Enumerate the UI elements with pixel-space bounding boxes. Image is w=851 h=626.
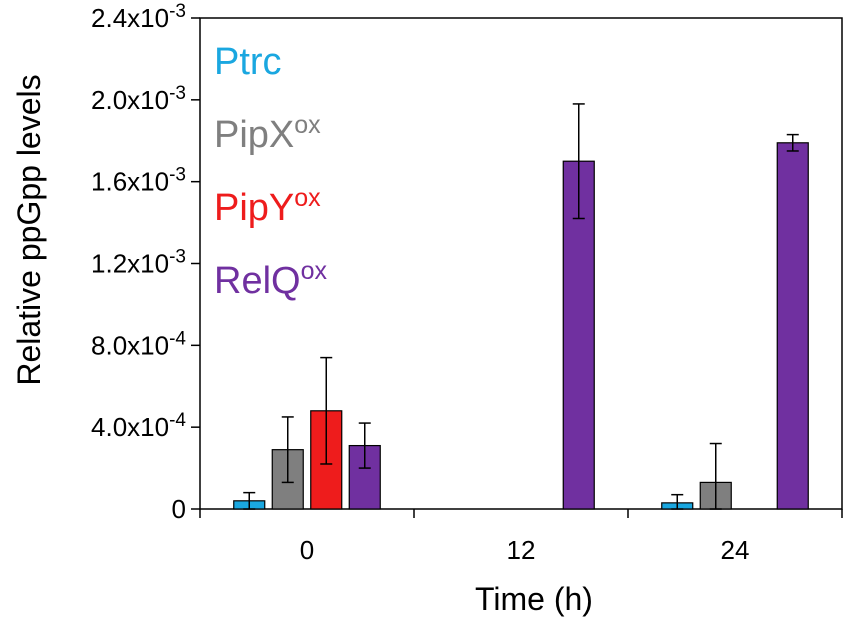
y-tick-exponent: -3 — [169, 1, 186, 22]
y-tick-mantissa: 1.6x10 — [91, 167, 169, 197]
y-tick-label: 2.4x10-3 — [91, 1, 186, 33]
axes: 04.0x10-48.0x10-41.2x10-31.6x10-32.0x10-… — [91, 1, 843, 565]
x-tick-label: 12 — [507, 535, 536, 565]
y-tick-exponent: -4 — [169, 328, 186, 349]
y-tick-label: 1.6x10-3 — [91, 165, 186, 197]
y-tick-exponent: -4 — [169, 410, 186, 431]
y-tick-exponent: -3 — [169, 247, 186, 268]
y-axis-title: Relative ppGpp levels — [11, 74, 47, 385]
legend-entry: RelQox — [214, 257, 327, 302]
y-tick-mantissa: 0 — [172, 494, 186, 524]
y-tick-mantissa: 2.0x10 — [91, 85, 169, 115]
legend-entry: PipXox — [214, 111, 321, 156]
y-tick-label: 4.0x10-4 — [91, 410, 186, 442]
legend-entry-superscript: ox — [301, 257, 328, 285]
y-tick-exponent: -3 — [169, 165, 186, 186]
y-tick-mantissa: 8.0x10 — [91, 330, 169, 360]
y-tick-label: 8.0x10-4 — [91, 328, 186, 360]
legend-entry-label: RelQ — [214, 260, 301, 302]
y-tick-exponent: -3 — [169, 83, 186, 104]
x-tick-label: 24 — [721, 535, 750, 565]
y-tick-label: 2.0x10-3 — [91, 83, 186, 115]
y-tick-label: 1.2x10-3 — [91, 247, 186, 279]
bar — [562, 160, 595, 510]
legend-entry-superscript: ox — [294, 111, 321, 139]
error-bars — [243, 103, 799, 510]
y-tick-mantissa: 2.4x10 — [91, 3, 169, 33]
legend-entry-label: Ptrc — [214, 41, 282, 83]
legend-entry-superscript: ox — [294, 184, 321, 212]
y-tick-label: 0 — [172, 494, 186, 524]
legend-entry-label: PipY — [214, 187, 294, 229]
legend-entry: Ptrc — [214, 41, 282, 83]
x-tick-label: 0 — [300, 535, 314, 565]
y-tick-mantissa: 1.2x10 — [91, 249, 169, 279]
legend-entry: PipYox — [214, 184, 321, 229]
bar — [776, 142, 809, 510]
x-axis-title: Time (h) — [475, 581, 593, 617]
y-tick-mantissa: 4.0x10 — [91, 412, 169, 442]
legend-entry-label: PipX — [214, 114, 294, 156]
